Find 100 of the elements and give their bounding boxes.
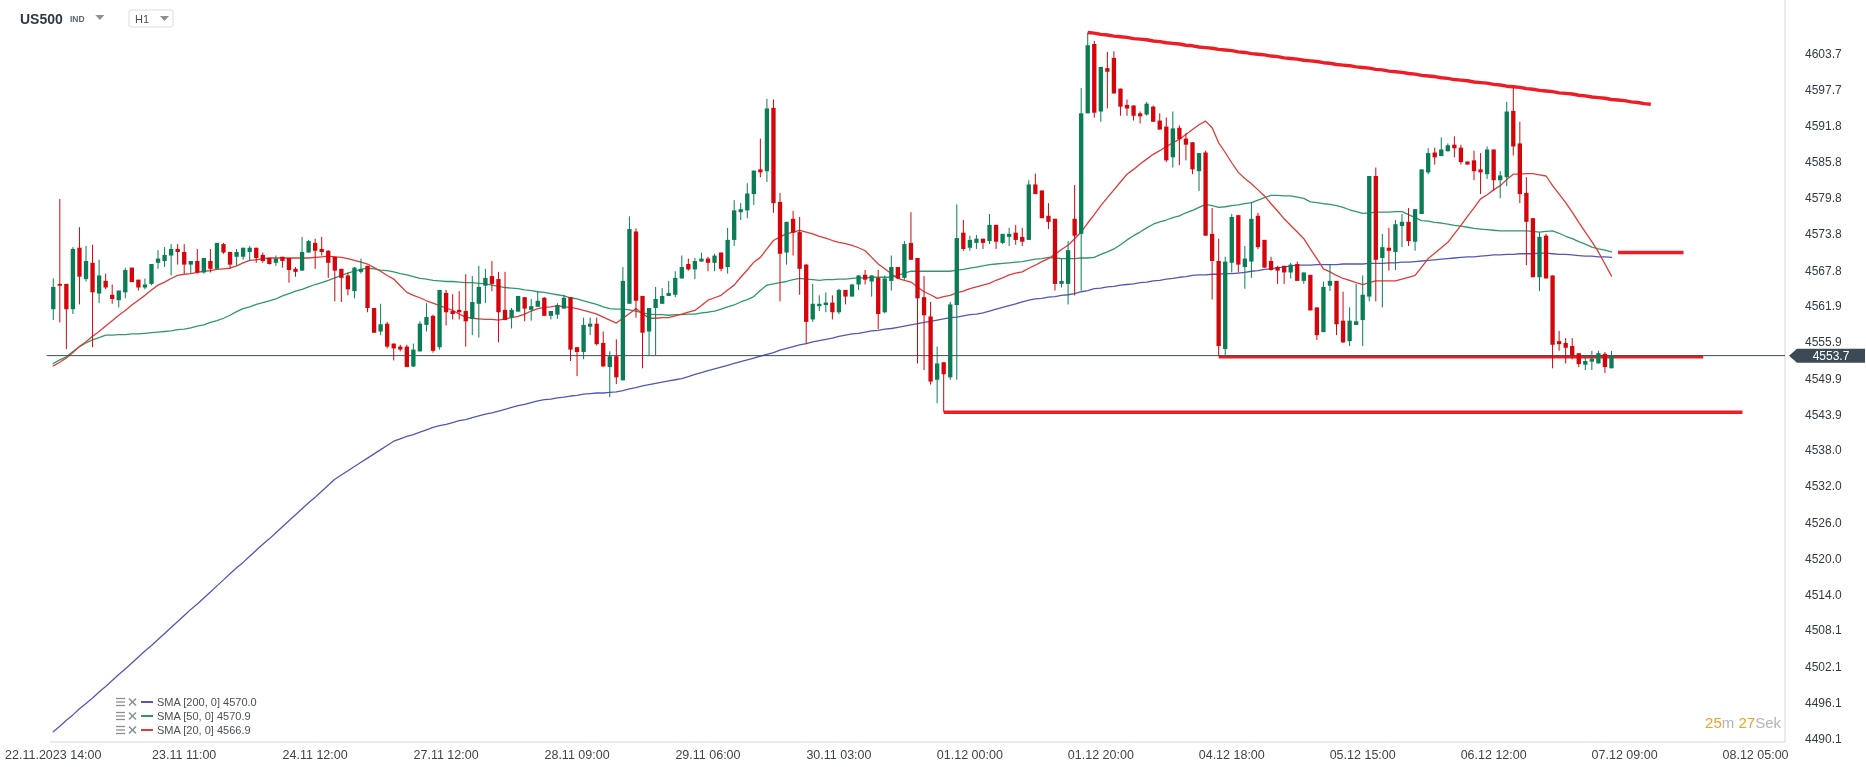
candlestick — [758, 138, 763, 178]
candlestick — [1556, 330, 1562, 352]
candlestick — [941, 361, 946, 413]
x-tick-label: 07.12 09:00 — [1591, 748, 1658, 762]
candlestick — [319, 236, 324, 257]
x-tick-label: 06.12 12:00 — [1460, 748, 1527, 762]
candlestick — [509, 307, 514, 330]
candlestick — [1452, 135, 1457, 158]
candlestick — [175, 243, 180, 266]
candlestick — [489, 260, 495, 292]
candlestick — [443, 289, 449, 326]
candlestick — [961, 219, 966, 252]
legend-label: SMA [20, 0] 4566.9 — [157, 724, 251, 736]
y-tick-label: 4573.8 — [1805, 227, 1843, 242]
x-tick-label: 01.12 00:00 — [936, 748, 1003, 762]
candlestick — [299, 236, 305, 272]
y-tick-label: 4502.1 — [1805, 659, 1843, 674]
candlestick — [1498, 170, 1503, 199]
candlestick — [352, 266, 357, 299]
candlestick — [1020, 227, 1025, 247]
candlestick — [358, 258, 364, 275]
candlestick — [1183, 132, 1189, 161]
candlestick — [208, 248, 213, 273]
candlestick — [96, 259, 102, 304]
candlestick — [967, 235, 973, 252]
candlestick — [313, 238, 318, 270]
text: US500 — [20, 11, 64, 27]
candlestick — [332, 256, 337, 302]
y-tick-label: 4526.0 — [1805, 515, 1843, 530]
candlestick — [182, 243, 187, 275]
candlestick — [1118, 88, 1123, 117]
candlestick — [1013, 224, 1018, 246]
x-tick-label: 22.11.2023 14:00 — [5, 748, 102, 762]
candlestick — [1177, 124, 1182, 166]
y-tick-label: 4597.7 — [1805, 83, 1843, 98]
candlestick — [1570, 337, 1575, 360]
x-tick-label: 04.12 18:00 — [1198, 748, 1265, 762]
ref-line-label: 4553.7 — [1812, 348, 1850, 363]
candlestick — [1072, 184, 1077, 296]
y-tick-label: 4520.0 — [1805, 551, 1843, 566]
candlestick — [1563, 337, 1568, 364]
x-tick-label: 28.11 09:00 — [544, 748, 610, 762]
candlestick — [653, 286, 658, 356]
candlestick — [751, 170, 756, 206]
candlestick — [790, 210, 796, 257]
candlestick — [424, 302, 429, 333]
candlestick — [385, 321, 390, 349]
candlestick — [1295, 261, 1300, 282]
legend-label: SMA [50, 0] 4570.9 — [157, 710, 251, 722]
x-tick-label: 23.11 11:00 — [152, 748, 217, 762]
candlestick — [522, 296, 527, 322]
candlestick — [1380, 233, 1385, 308]
candlestick — [1406, 207, 1411, 247]
x-tick-label: 29.11 06:00 — [675, 748, 741, 762]
candlestick — [326, 249, 331, 279]
candlestick — [149, 263, 154, 286]
candlestick — [378, 303, 383, 336]
candlestick — [587, 317, 593, 336]
y-tick-label: 4567.8 — [1805, 263, 1843, 278]
candlestick — [836, 288, 842, 315]
candlestick — [1105, 51, 1110, 109]
y-tick-label: 4579.8 — [1805, 191, 1843, 206]
line-series — [1086, 30, 1653, 106]
candlestick — [463, 273, 468, 348]
y-tick-label: 4561.9 — [1805, 299, 1843, 314]
candlestick — [987, 213, 992, 245]
y-tick-label: 4496.1 — [1805, 695, 1843, 710]
candlestick — [142, 277, 148, 290]
candlestick — [1196, 152, 1202, 192]
candlestick — [1327, 263, 1333, 292]
candlestick — [1426, 147, 1431, 175]
legend-label: SMA [200, 0] 4570.0 — [157, 696, 257, 708]
candlestick — [542, 296, 547, 317]
candlestick — [830, 294, 835, 320]
candlestick — [1589, 350, 1595, 371]
candlestick — [1602, 351, 1608, 374]
candlestick — [123, 267, 128, 299]
candlestick — [483, 268, 488, 304]
candlestick — [1471, 150, 1477, 181]
y-tick-label: 4514.0 — [1805, 587, 1843, 602]
candlestick — [529, 298, 534, 322]
candlestick — [339, 268, 344, 303]
line-series — [52, 194, 1613, 365]
candlestick — [607, 350, 612, 398]
annotation: 25m 27Sek — [1705, 713, 1782, 731]
y-tick-label: 4591.8 — [1805, 118, 1843, 133]
x-tick-label: 30.11 03:00 — [806, 748, 872, 762]
candlestick — [168, 243, 174, 276]
candlestick — [745, 182, 750, 219]
candlestick — [1275, 265, 1280, 285]
candlestick — [869, 274, 874, 298]
candlestick — [862, 269, 868, 285]
candlestick — [345, 271, 351, 296]
y-tick-label: 4490.1 — [1805, 731, 1843, 746]
candlestick — [51, 277, 56, 321]
y-tick-label: 4508.1 — [1805, 623, 1843, 638]
x-tick-label: 27.11 12:00 — [413, 748, 479, 762]
candlestick — [1007, 227, 1012, 247]
candlestick — [594, 317, 599, 346]
candlestick — [908, 211, 914, 261]
